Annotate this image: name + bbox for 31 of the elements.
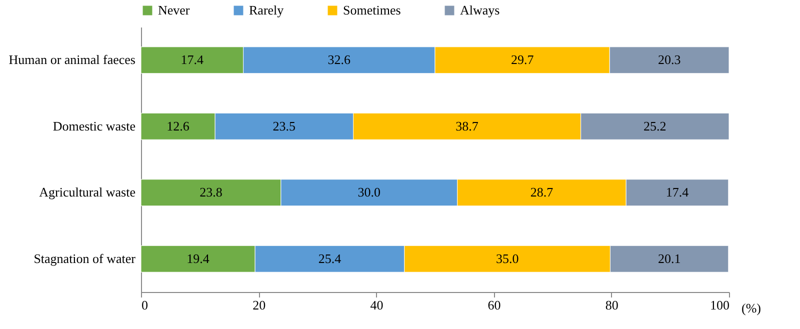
x-tick-label: 0 xyxy=(142,298,148,312)
x-tick-label: 20 xyxy=(252,298,266,312)
data-label: 17.4 xyxy=(666,184,690,200)
x-tick-label: 60 xyxy=(488,298,501,312)
legend-label: Always xyxy=(460,2,500,18)
data-label: 23.5 xyxy=(272,118,296,134)
x-axis-title: (%) xyxy=(742,300,761,316)
x-tick-label: 100 xyxy=(710,298,730,312)
data-label: 19.4 xyxy=(186,250,210,266)
data-label: 20.3 xyxy=(658,52,681,68)
y-tick-label: Stagnation of water xyxy=(34,250,136,266)
data-label: 35.0 xyxy=(496,250,519,266)
x-tick-label: 40 xyxy=(370,298,384,312)
legend-label: Never xyxy=(158,2,190,18)
data-label: 23.8 xyxy=(200,184,222,200)
data-label: 17.4 xyxy=(180,52,204,68)
x-tick-label: 80 xyxy=(605,298,618,312)
legend-label: Sometimes xyxy=(343,2,401,18)
data-label: 12.6 xyxy=(166,118,190,134)
data-label: 28.7 xyxy=(530,184,554,200)
data-label: 30.0 xyxy=(358,184,381,200)
data-label: 25.2 xyxy=(644,118,666,134)
data-label: 32.6 xyxy=(328,52,352,68)
data-label: 25.4 xyxy=(318,250,342,266)
y-tick-label: Human or animal faeces xyxy=(8,52,136,68)
legend-label: Rarely xyxy=(249,2,284,18)
data-label: 20.1 xyxy=(658,250,681,266)
y-tick-label: Agricultural waste xyxy=(39,184,136,200)
y-tick-label: Domestic waste xyxy=(52,118,136,134)
data-label: 29.7 xyxy=(510,52,534,68)
data-label: 38.7 xyxy=(456,118,479,134)
